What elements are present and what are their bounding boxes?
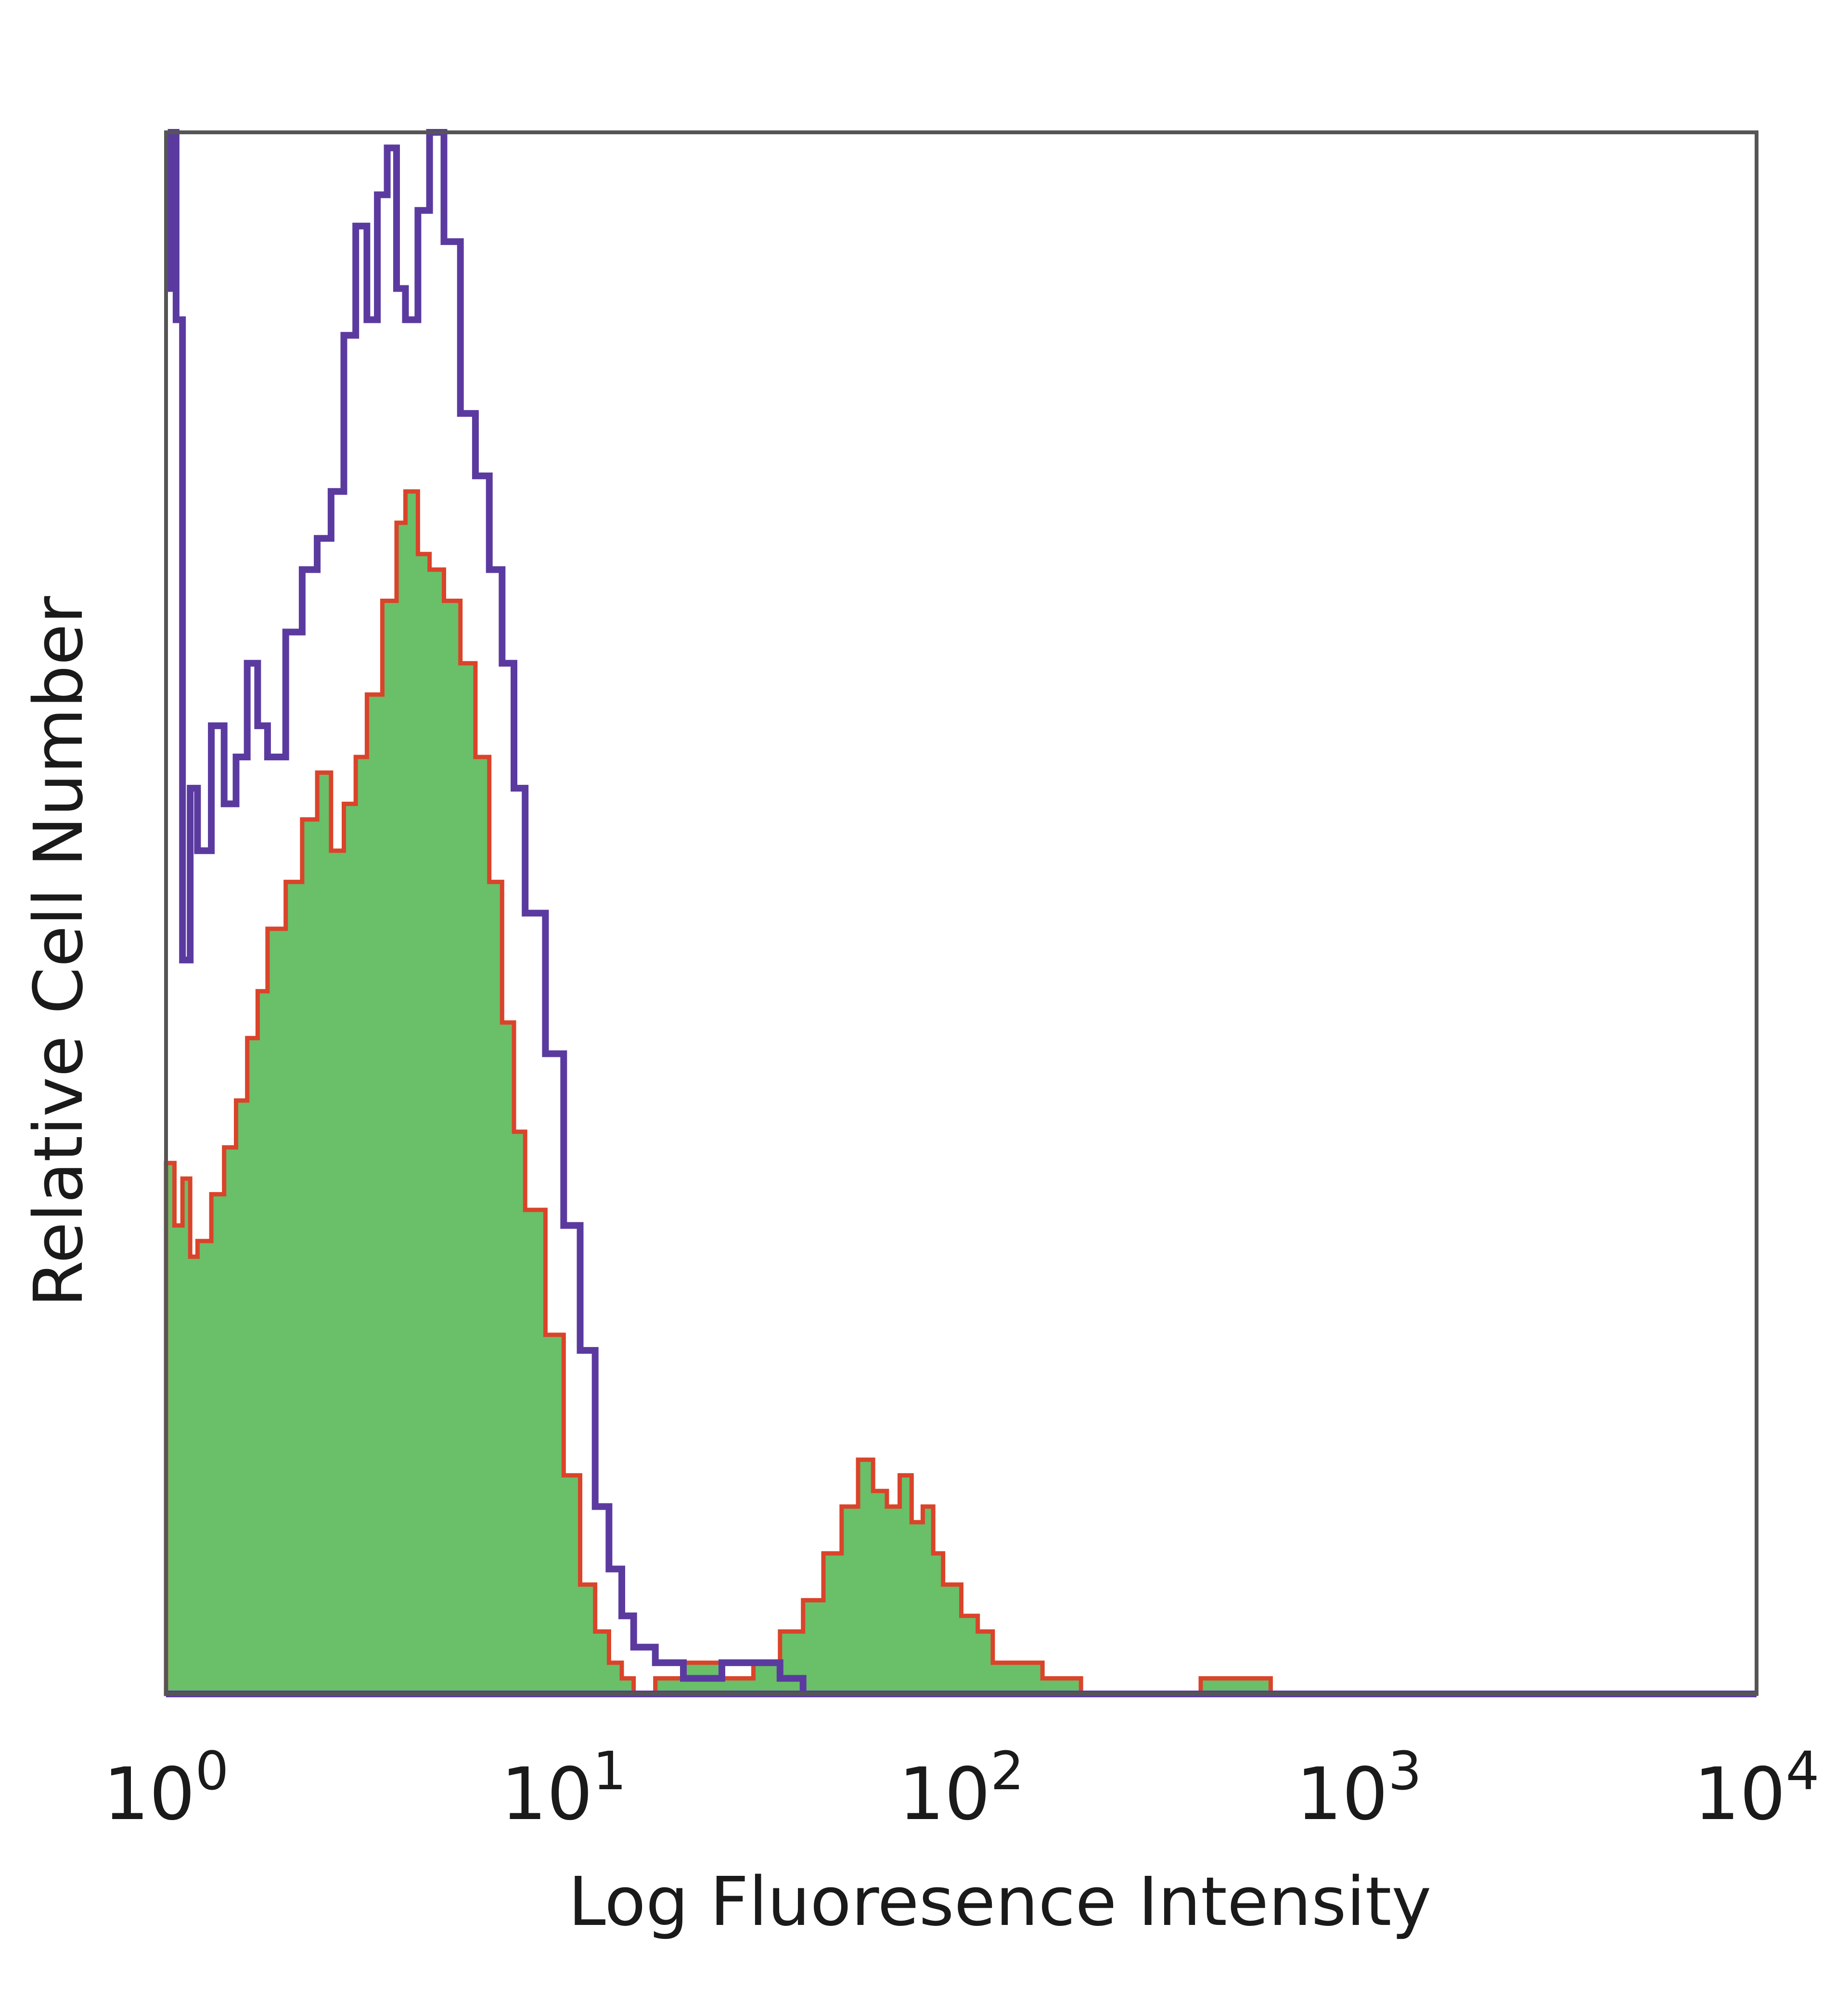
y-axis-title: Relative Cell Number bbox=[20, 596, 98, 1307]
plot-frame bbox=[164, 130, 1758, 1696]
x-tick-label: 100 bbox=[103, 1740, 229, 1836]
x-tick-label: 104 bbox=[1694, 1740, 1820, 1836]
x-tick-exponent: 1 bbox=[593, 1740, 627, 1802]
x-tick-base: 10 bbox=[501, 1753, 593, 1836]
x-axis-title: Log Fluoresence Intensity bbox=[568, 1863, 1432, 1941]
x-tick-base: 10 bbox=[1296, 1753, 1388, 1836]
x-tick-base: 10 bbox=[103, 1753, 195, 1836]
x-tick-exponent: 0 bbox=[195, 1740, 229, 1802]
x-tick-base: 10 bbox=[1694, 1753, 1786, 1836]
x-tick-label: 103 bbox=[1296, 1740, 1422, 1836]
x-axis-ticks: 100 101 102 103 104 bbox=[103, 1740, 1820, 1836]
x-tick-label: 101 bbox=[501, 1740, 627, 1836]
histogram-outline-series bbox=[166, 129, 1757, 1697]
x-tick-base: 10 bbox=[898, 1753, 990, 1836]
x-tick-exponent: 2 bbox=[990, 1740, 1024, 1802]
x-tick-exponent: 3 bbox=[1388, 1740, 1422, 1802]
x-tick-label: 102 bbox=[898, 1740, 1024, 1836]
x-tick-exponent: 4 bbox=[1785, 1740, 1819, 1802]
histogram-filled-series bbox=[164, 489, 1757, 1696]
